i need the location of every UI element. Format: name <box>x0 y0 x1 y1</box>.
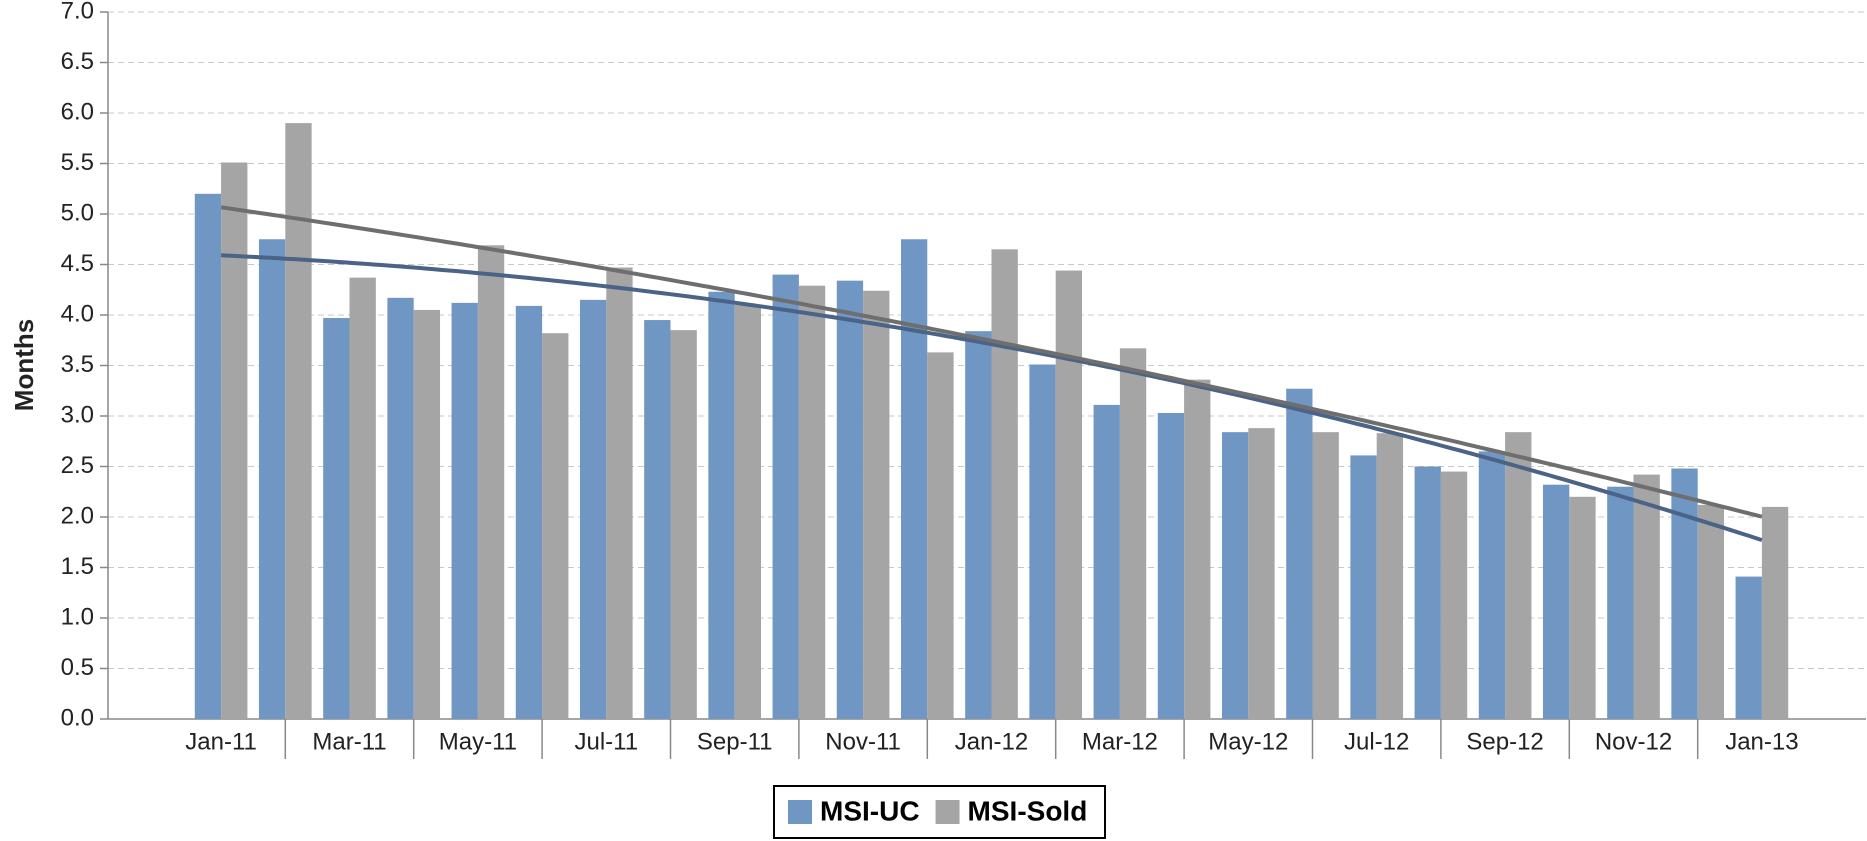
x-tick-label: Jul-11 <box>575 728 639 755</box>
y-tick-label: 1.5 <box>61 553 94 580</box>
bar <box>1119 348 1147 719</box>
y-tick-label: 6.0 <box>61 98 94 125</box>
x-tick-label: Jul-12 <box>1344 728 1409 755</box>
bar <box>1286 388 1313 719</box>
legend-label: MSI-Sold <box>968 795 1088 826</box>
bar <box>451 302 478 719</box>
bar <box>1350 455 1377 719</box>
y-tick-label: 1.0 <box>61 603 94 630</box>
bar <box>1312 432 1339 719</box>
bar <box>1184 379 1211 719</box>
bar <box>965 331 992 719</box>
bar <box>1414 466 1441 719</box>
bar <box>644 320 671 719</box>
y-tick-label: 4.5 <box>61 250 94 277</box>
bar <box>221 162 248 720</box>
x-tick-label: Mar-12 <box>1082 728 1158 755</box>
y-tick-label: 3.5 <box>61 351 94 378</box>
bar <box>734 304 762 719</box>
bar <box>515 305 543 719</box>
bar <box>579 299 607 719</box>
bar <box>477 245 505 719</box>
bar <box>863 290 890 719</box>
x-tick-label: Mar-11 <box>312 728 386 755</box>
legend-swatch <box>788 800 812 824</box>
trend-line <box>220 205 1763 519</box>
x-tick-label: Jan-11 <box>185 728 257 755</box>
y-tick-label: 4.0 <box>61 300 94 327</box>
x-tick-label: Nov-12 <box>1595 728 1672 755</box>
bar <box>606 267 633 719</box>
bar <box>1093 404 1120 719</box>
bar <box>1440 471 1468 719</box>
bar <box>708 291 735 719</box>
bar <box>670 330 697 719</box>
bar <box>1697 504 1725 719</box>
bar <box>542 333 569 719</box>
bar <box>1157 412 1185 719</box>
y-tick-label: 2.5 <box>61 452 94 479</box>
bar <box>1735 576 1762 719</box>
trend-line <box>221 253 1763 543</box>
legend-swatch <box>935 800 960 824</box>
y-tick-label: 6.5 <box>61 48 94 75</box>
bar <box>798 285 826 719</box>
x-tick-label: Sep-12 <box>1466 728 1543 755</box>
y-tick-label: 3.0 <box>61 401 94 428</box>
x-tick-label: Jan-12 <box>955 728 1028 755</box>
y-tick-label: 0.5 <box>61 654 94 681</box>
y-tick-label: 5.0 <box>61 199 94 226</box>
bar <box>772 274 799 719</box>
bar <box>1761 506 1789 719</box>
y-tick-label: 2.0 <box>61 502 94 529</box>
legend-box <box>773 785 1106 839</box>
bar <box>1029 364 1056 719</box>
bar <box>836 280 864 719</box>
y-tick-label: 0.0 <box>61 704 94 731</box>
y-axis-title: Months <box>9 319 39 411</box>
bar <box>387 297 414 719</box>
bar <box>1671 468 1698 719</box>
x-tick-label: Sep-11 <box>697 728 773 755</box>
bar <box>323 318 350 719</box>
y-tick-label: 7.0 <box>61 0 94 24</box>
y-tick-label: 5.5 <box>61 149 94 176</box>
bar <box>1055 270 1083 719</box>
bar <box>991 249 1018 719</box>
bar <box>927 352 954 719</box>
legend-label: MSI-UC <box>820 795 920 826</box>
bar <box>1633 474 1660 719</box>
bar <box>900 239 928 719</box>
x-tick-label: Jan-13 <box>1725 728 1798 755</box>
bar <box>285 123 312 720</box>
legend: MSI-UC MSI-Sold <box>773 785 1106 839</box>
bar <box>1569 496 1596 719</box>
x-tick-label: Nov-11 <box>825 728 901 755</box>
bar <box>1248 428 1275 719</box>
bar <box>258 239 286 719</box>
bar <box>413 309 441 719</box>
bar <box>194 193 222 720</box>
bar <box>1478 451 1506 719</box>
bar <box>1376 433 1404 719</box>
x-tick-label: May-11 <box>439 728 517 755</box>
bar <box>1505 432 1532 719</box>
bar <box>1221 432 1249 719</box>
bar <box>1607 486 1634 719</box>
bar <box>1542 484 1570 719</box>
x-tick-label: May-12 <box>1208 728 1288 755</box>
bar <box>349 277 376 719</box>
